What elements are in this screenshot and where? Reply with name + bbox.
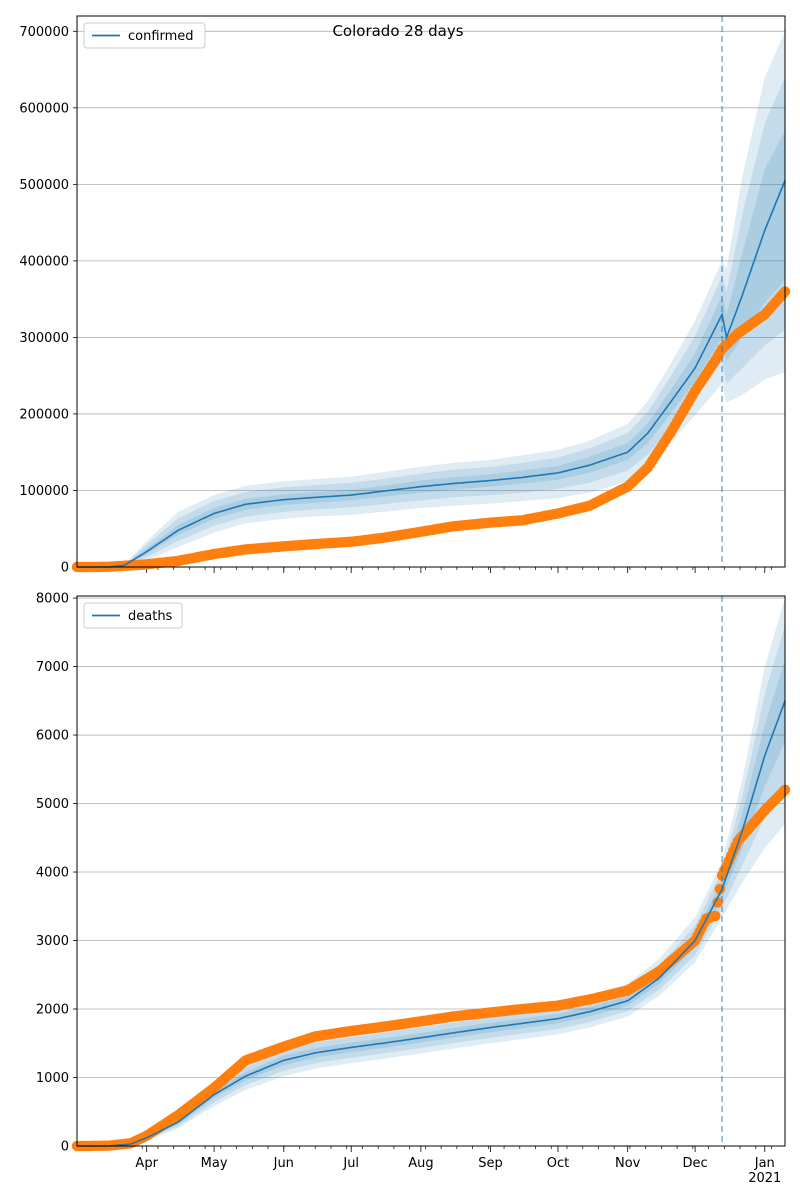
legend-box [83,602,183,629]
x-tick-label: Aug [408,1156,433,1171]
x-tick-label: Jul [342,1156,359,1171]
x-tick-label: Jan [754,1156,775,1171]
model-line [77,700,786,1147]
confidence-band [77,31,785,568]
legend-label: confirmed [128,29,194,44]
observed-point [710,910,721,922]
x-tick-label: Oct [547,1156,569,1171]
y-tick-label: 3000 [36,934,69,949]
y-tick-label: 600000 [19,101,69,116]
figure-title: Colorado 28 days [332,22,463,40]
axes-frame [76,15,786,568]
y-tick-label: 4000 [36,866,69,881]
x-tick-label: Dec [683,1156,708,1171]
confidence-band [77,598,785,1146]
legend-box [83,22,206,49]
y-tick-label: 0 [61,561,69,576]
y-tick-label: 8000 [36,592,69,607]
observed-point [712,897,723,908]
confidence-band [77,77,785,567]
x-tick-label: May [201,1156,228,1171]
legend-label: deaths [128,609,173,624]
x-tick-label: Nov [615,1156,641,1171]
legend: deaths [83,602,183,629]
y-tick-label: 5000 [36,797,69,812]
y-tick-label: 300000 [19,331,69,346]
deaths-panel: 0 1000 2000 3000 4000 5000 6000 7000 8000 Apr May J… [36,592,791,1186]
confidence-band [77,625,785,1146]
confirmed-panel: 0 100000 200000 300000 400000 500000 600000 700… [19,15,791,576]
y-tick-label: 0 [61,1140,69,1155]
model-line [77,180,786,568]
y-tick-label: 400000 [19,254,69,269]
axes-frame [76,595,786,1147]
x-tick-label: Jun [273,1156,294,1171]
y-tick-label: 7000 [36,660,69,675]
y-tick-label: 100000 [19,484,69,499]
legend: confirmed [83,22,206,49]
y-tick-label: 200000 [19,407,69,422]
y-tick-label: 500000 [19,178,69,193]
x-tick-label: 2021 [748,1171,781,1186]
x-tick-label: Sep [478,1156,503,1171]
y-tick-label: 700000 [19,25,69,40]
y-tick-label: 6000 [36,729,69,744]
y-tick-label: 1000 [36,1071,69,1086]
y-tick-label: 2000 [36,1003,69,1018]
confidence-band [77,130,785,568]
x-tick-label: Apr [135,1156,158,1171]
